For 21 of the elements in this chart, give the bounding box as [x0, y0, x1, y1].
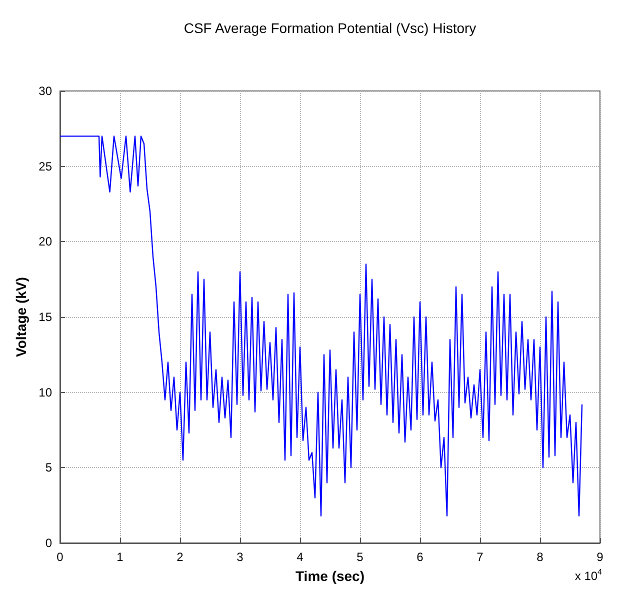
x-tick-label: 8 [536, 550, 544, 564]
x-tick-label: 7 [476, 550, 484, 564]
y-tick-label: 25 [38, 159, 52, 174]
y-axis-title: Voltage (kV) [12, 277, 29, 357]
x-tick-label: 6 [416, 550, 424, 564]
x-tick-label: 0 [56, 550, 64, 564]
x-tick-label: 4 [296, 550, 304, 564]
y-tick-label: 15 [38, 310, 52, 324]
y-tick-label: 0 [45, 536, 52, 550]
y-tick-label: 5 [45, 460, 52, 475]
chart-title: CSF Average Formation Potential (Vsc) History [184, 20, 476, 36]
x-tick-label: 5 [356, 550, 364, 564]
y-tick-label: 20 [38, 234, 52, 249]
x-tick-label: 3 [236, 550, 244, 564]
x-tick-label: 1 [116, 550, 124, 564]
x-tick-label: 2 [176, 550, 184, 564]
y-tick-label: 30 [38, 84, 52, 98]
x-axis-title: Time (sec) [296, 568, 364, 584]
y-tick-label: 10 [38, 385, 52, 400]
x-tick-label: 9 [596, 550, 604, 564]
line-series [59, 136, 583, 516]
